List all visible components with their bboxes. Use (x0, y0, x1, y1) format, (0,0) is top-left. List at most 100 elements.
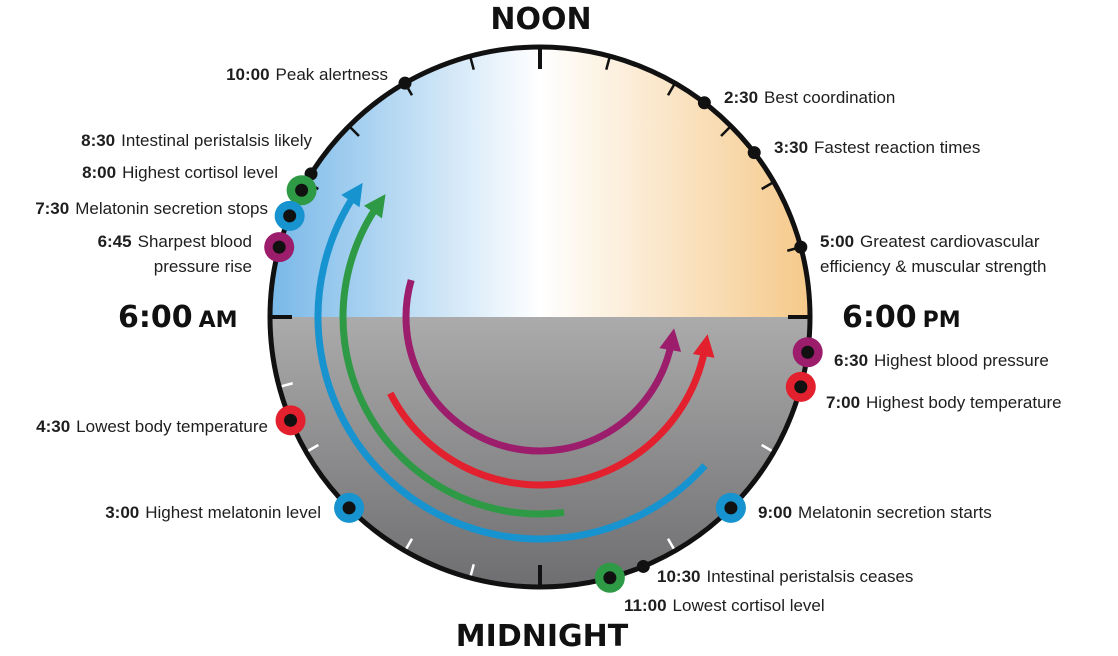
tick-mark (761, 181, 773, 191)
lowest-body-temperature-marker (284, 413, 298, 427)
melatonin-secretion-stops-label: 7:30 Melatonin secretion stops (35, 199, 268, 218)
highest-cortisol-level-marker (295, 183, 309, 197)
fastest-reaction-times-marker (747, 146, 761, 160)
melatonin-secretion-starts-label: 9:00 Melatonin secretion starts (758, 503, 992, 522)
event-time: 6:45 (98, 232, 132, 251)
event-time: 6:30 (834, 351, 868, 370)
event-text: Melatonin secretion stops (75, 199, 268, 218)
sharpest-blood-pressure-rise-marker (272, 240, 286, 254)
highest-body-temperature-label: 7:00 Highest body temperature (826, 393, 1062, 412)
event-time: 11:00 (624, 596, 667, 615)
peak-alertness-marker (398, 76, 412, 90)
event-text: Greatest cardiovascular (860, 232, 1040, 251)
six-pm-label: 6:00 PM (842, 300, 961, 335)
body-temperature-arc (387, 345, 709, 489)
event-text: Highest cortisol level (122, 163, 278, 182)
event-time: 5:00 (820, 232, 854, 251)
melatonin-arc-arrowhead (341, 182, 363, 208)
event-text: Highest body temperature (866, 393, 1062, 412)
event-text: Sharpest blood (138, 232, 252, 251)
highest-melatonin-level-label: 3:00 Highest melatonin level (105, 503, 321, 522)
lowest-cortisol-level-label: 11:00 Lowest cortisol level (624, 596, 825, 615)
fastest-reaction-times-label: 3:30 Fastest reaction times (774, 138, 980, 157)
event-time: 3:00 (105, 503, 139, 522)
intestinal-peristalsis-ceases-label: 10:30 Intestinal peristalsis ceases (657, 567, 913, 586)
event-text: Highest melatonin level (145, 503, 321, 522)
intestinal-peristalsis-ceases-marker (636, 559, 650, 573)
event-text: Melatonin secretion starts (798, 503, 992, 522)
event-text: efficiency & muscular strength (820, 257, 1046, 276)
sharpest-blood-pressure-rise-label: 6:45 Sharpest blood pressure rise (98, 232, 252, 276)
event-time: 9:00 (758, 503, 792, 522)
event-labels: 10:00 Peak alertness 2:30 Best coordination… (35, 65, 1061, 615)
melatonin-secretion-stops-marker (283, 209, 297, 223)
event-text: Lowest body temperature (76, 417, 268, 436)
best-coordination-label: 2:30 Best coordination (724, 88, 895, 107)
highest-cortisol-level-label: 8:00 Highest cortisol level (82, 163, 278, 182)
tick-mark (666, 538, 676, 550)
tick-mark (307, 443, 319, 453)
blood-pressure-arc (402, 279, 676, 455)
highest-blood-pressure-marker (801, 345, 815, 359)
event-text: Best coordination (764, 88, 895, 107)
day-half (270, 47, 810, 317)
tick-mark (720, 126, 731, 137)
event-time: 4:30 (36, 417, 70, 436)
highest-body-temperature-marker (794, 380, 808, 394)
event-time: 7:30 (35, 199, 69, 218)
tick-mark (469, 563, 475, 577)
highest-blood-pressure-label: 6:30 Highest blood pressure (834, 351, 1049, 370)
event-time: 3:30 (774, 138, 808, 157)
tick-mark (404, 538, 414, 550)
melatonin-secretion-starts-marker (724, 501, 738, 515)
event-time: 10:30 (657, 567, 700, 586)
tick-mark (666, 84, 676, 96)
event-time: 7:00 (826, 393, 860, 412)
event-time: 2:30 (724, 88, 758, 107)
event-text: Highest blood pressure (874, 351, 1049, 370)
peak-alertness-label: 10:00 Peak alertness (226, 65, 388, 84)
cortisol-arc-arrowhead (363, 194, 386, 219)
intestinal-peristalsis-likely-label: 8:30 Intestinal peristalsis likely (81, 131, 312, 150)
event-text: Lowest cortisol level (673, 596, 825, 615)
lowest-cortisol-level-marker (603, 571, 617, 585)
highest-melatonin-level-marker (342, 501, 356, 515)
event-text: pressure rise (154, 257, 252, 276)
rhythm-arcs (314, 182, 715, 543)
tick-mark (761, 443, 773, 453)
body-temperature-arc-arrowhead (692, 334, 715, 358)
clock-rim (267, 44, 813, 590)
lowest-body-temperature-label: 4:30 Lowest body temperature (36, 417, 268, 436)
noon-label: NOON (490, 2, 591, 37)
event-markers (264, 76, 823, 593)
tick-mark (280, 382, 294, 388)
melatonin-arc (314, 190, 708, 543)
tick-mark (605, 57, 611, 71)
six-am-label: 6:00 AM (118, 300, 238, 335)
tick-mark (349, 126, 360, 137)
blood-pressure-arc-arrowhead (659, 328, 682, 352)
event-text: Fastest reaction times (814, 138, 980, 157)
greatest-cardiovascular-efficiency-label: 5:00 Greatest cardiovascular efficiency & … (820, 232, 1046, 276)
tick-mark (469, 57, 475, 71)
event-time: 10:00 (226, 65, 269, 84)
cortisol-arc (339, 202, 565, 518)
event-text: Intestinal peristalsis likely (121, 131, 312, 150)
event-time: 8:00 (82, 163, 116, 182)
event-time: 8:30 (81, 131, 115, 150)
